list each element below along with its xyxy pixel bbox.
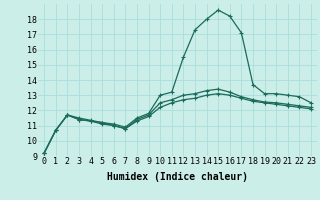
X-axis label: Humidex (Indice chaleur): Humidex (Indice chaleur)	[107, 172, 248, 182]
